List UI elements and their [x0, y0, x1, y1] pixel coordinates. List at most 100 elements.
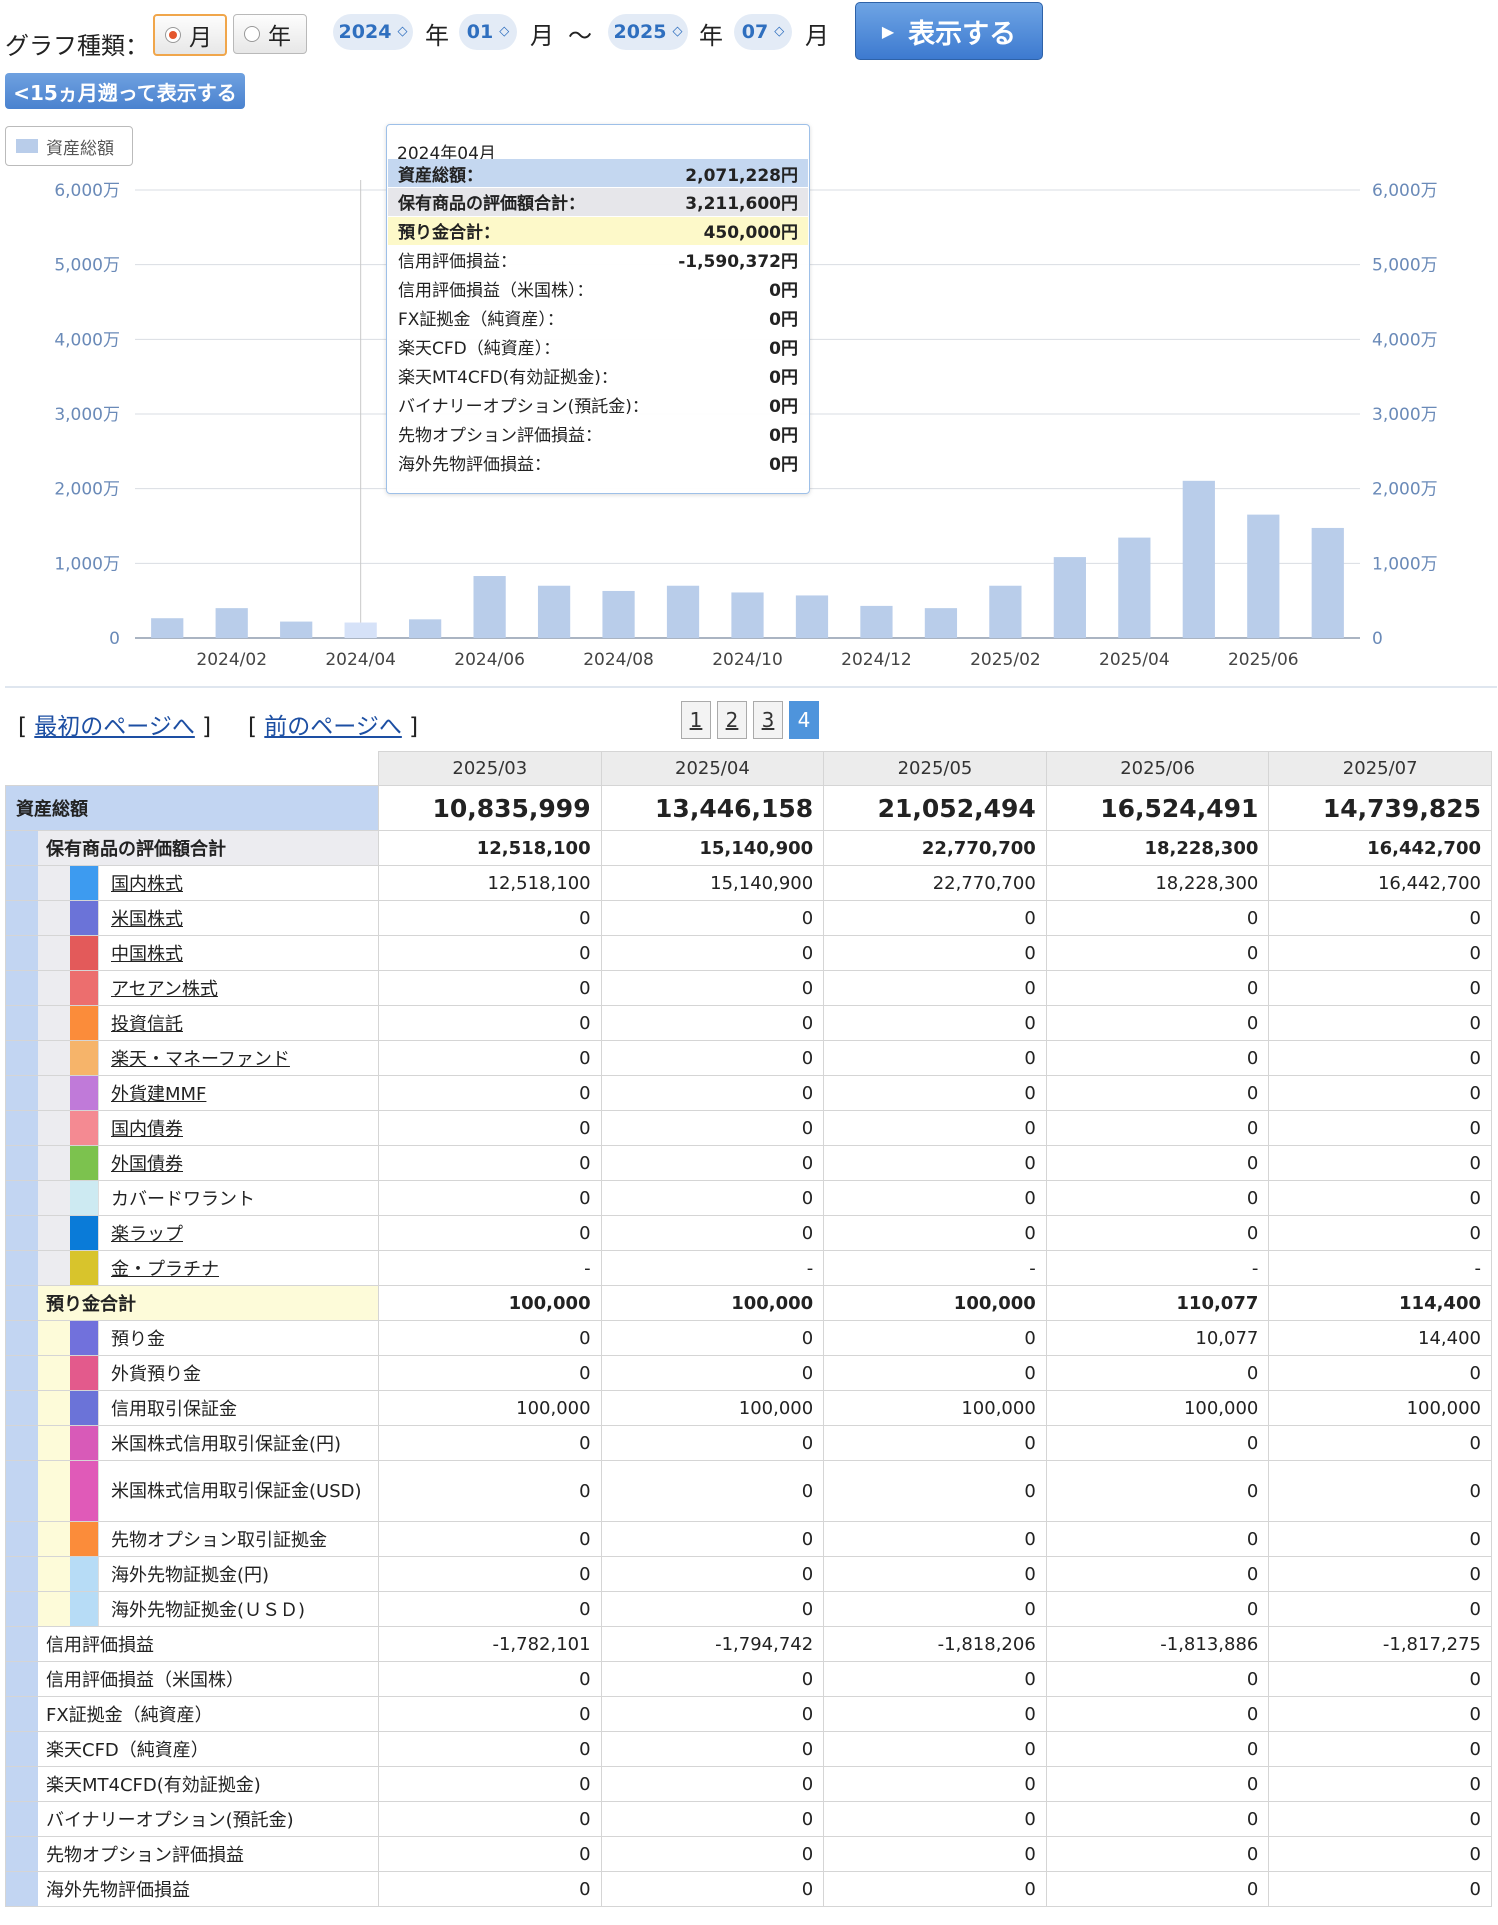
bar-2024/01[interactable]: [151, 618, 184, 638]
row-label-text[interactable]: 外貨建MMF: [111, 1084, 207, 1105]
row-label-text[interactable]: 国内債券: [111, 1119, 183, 1140]
bar-2025/07[interactable]: [1311, 527, 1344, 638]
page-3-button[interactable]: 3: [753, 701, 783, 739]
row-label[interactable]: 国内株式: [5, 865, 379, 901]
row-other-item: 楽天CFD（純資産） 0 0 0 0 0: [5, 1731, 1492, 1767]
bar-2024/09[interactable]: [666, 585, 700, 638]
bar-2025/03[interactable]: [1053, 557, 1086, 638]
row-label-text[interactable]: 楽ラップ: [111, 1224, 183, 1245]
row-holding-item: アセアン株式 0 0 0 0 0: [5, 970, 1492, 1006]
cell-value: 0: [823, 1591, 1047, 1627]
page-4-button[interactable]: 4: [789, 701, 819, 739]
row-label[interactable]: 外貨建MMF: [5, 1075, 379, 1111]
bar-2025/04[interactable]: [1118, 537, 1151, 638]
row-label[interactable]: 国内債券: [5, 1110, 379, 1146]
to-year-select[interactable]: 2025 ◇: [608, 14, 688, 50]
cell-value: 22,770,700: [823, 865, 1047, 901]
cell-value: 0: [378, 1801, 602, 1837]
tooltip-row: FX証拠金（純資産）： 0円: [388, 304, 808, 332]
cell-value: -: [378, 1250, 602, 1286]
cell-value: 114,400: [1268, 1285, 1492, 1321]
bar-2024/07[interactable]: [537, 585, 571, 638]
cell-value: 100,000: [600, 1285, 825, 1321]
chart-legend[interactable]: 資産総額: [5, 126, 133, 166]
row-label[interactable]: 中国株式: [5, 935, 379, 971]
row-label[interactable]: 米国株式: [5, 900, 379, 936]
radio-month-option[interactable]: 月: [153, 14, 227, 56]
bar-2024/08[interactable]: [602, 590, 635, 638]
bar-2024/06[interactable]: [473, 576, 506, 638]
row-label[interactable]: 外国債券: [5, 1145, 379, 1181]
row-label[interactable]: 金・プラチナ: [5, 1250, 379, 1286]
row-label-text: 外貨預り金: [111, 1364, 201, 1385]
cell-value: 0: [823, 1180, 1047, 1216]
bar-2025/06[interactable]: [1247, 514, 1280, 638]
cell-value: 0: [378, 1075, 602, 1111]
cell-value: 16,524,491: [1045, 785, 1270, 831]
bar-2024/02[interactable]: [215, 608, 248, 638]
page-1-button[interactable]: 1: [681, 701, 711, 739]
radio-year-option[interactable]: 年: [233, 14, 307, 54]
from-month-value: 01: [466, 21, 494, 43]
from-year-select[interactable]: 2024 ◇: [333, 14, 413, 50]
row-label[interactable]: アセアン株式: [5, 970, 379, 1006]
cell-value: 0: [1268, 970, 1492, 1006]
row-label-text[interactable]: 米国株式: [111, 909, 183, 930]
bar-2024/10[interactable]: [731, 592, 764, 638]
bar-2024/05[interactable]: [409, 619, 442, 638]
radio-checked-icon: [165, 27, 181, 43]
y-tick-label-left: 3,000万: [54, 405, 120, 425]
row-label: 海外先物評価損益: [5, 1871, 379, 1907]
row-label-text[interactable]: アセアン株式: [111, 979, 218, 1000]
x-tick-label: 2025/06: [1228, 650, 1299, 670]
row-label[interactable]: 楽ラップ: [5, 1215, 379, 1251]
bar-2024/11[interactable]: [795, 595, 829, 638]
bar-2024/03[interactable]: [280, 621, 313, 638]
first-page-link[interactable]: 最初のページへ: [34, 714, 195, 740]
back-15-months-button[interactable]: <15ヵ月遡って表示する: [5, 73, 245, 109]
cell-value: 0: [823, 1005, 1047, 1041]
cell-value: 0: [378, 1661, 602, 1697]
cell-value: 21,052,494: [823, 785, 1047, 831]
cell-value: 0: [823, 1836, 1047, 1872]
bar-2025/01[interactable]: [924, 608, 958, 638]
cell-value: 14,739,825: [1268, 785, 1492, 831]
cell-value: 0: [1268, 1871, 1492, 1907]
cell-value: 0: [600, 1145, 825, 1181]
row-label-text[interactable]: 国内株式: [111, 874, 183, 895]
page-2-button[interactable]: 2: [717, 701, 747, 739]
cell-value: 0: [823, 1661, 1047, 1697]
bar-2024/12[interactable]: [860, 605, 893, 638]
row-label: 米国株式信用取引保証金(円): [5, 1425, 379, 1461]
to-month-select[interactable]: 07 ◇: [734, 14, 792, 50]
cell-value: 0: [378, 1766, 602, 1802]
row-holding-item: 中国株式 0 0 0 0 0: [5, 935, 1492, 971]
cell-value: 0: [1045, 1110, 1270, 1146]
row-label-text[interactable]: 外国債券: [111, 1154, 183, 1175]
cell-value: 0: [1045, 1180, 1270, 1216]
bar-2024/04[interactable]: [344, 622, 377, 638]
row-deposit-item: 海外先物証拠金(円) 0 0 0 0 0: [5, 1556, 1492, 1592]
row-label-text: バイナリーオプション(預託金): [46, 1810, 294, 1831]
cell-value: 0: [1268, 1731, 1492, 1767]
cell-value: 0: [600, 1696, 825, 1732]
row-label-text[interactable]: 楽天・マネーファンド: [111, 1049, 290, 1070]
row-label-text[interactable]: 金・プラチナ: [111, 1259, 219, 1280]
row-label[interactable]: 楽天・マネーファンド: [5, 1040, 379, 1076]
prev-page-link[interactable]: 前のページへ: [264, 714, 402, 740]
row-label-text[interactable]: 中国株式: [111, 944, 183, 965]
show-button[interactable]: ▶ 表示する: [855, 2, 1043, 60]
bar-2025/02[interactable]: [989, 585, 1022, 638]
tooltip-row: 信用評価損益（米国株）： 0円: [388, 275, 808, 303]
row-label[interactable]: 投資信託: [5, 1005, 379, 1041]
row-label-text: 保有商品の評価額合計: [46, 839, 226, 860]
bar-2025/05[interactable]: [1182, 480, 1215, 638]
category-color-swatch: [70, 1461, 99, 1521]
from-month-select[interactable]: 01 ◇: [459, 14, 517, 50]
tooltip-row: 先物オプション評価損益： 0円: [388, 419, 808, 447]
cell-value: 0: [1268, 1110, 1492, 1146]
row-label-text[interactable]: 投資信託: [111, 1014, 183, 1035]
cell-value: 14,400: [1268, 1320, 1492, 1356]
cell-value: 0: [823, 1320, 1047, 1356]
tooltip-value: 3,211,600円: [685, 194, 798, 215]
